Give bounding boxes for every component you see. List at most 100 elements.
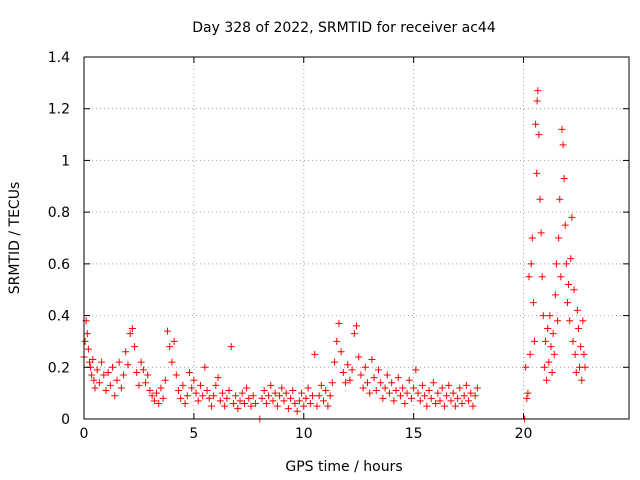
data-point	[100, 371, 108, 379]
data-point	[159, 394, 167, 402]
data-point	[570, 286, 578, 294]
data-point	[122, 348, 130, 356]
data-point	[304, 384, 312, 392]
data-point	[298, 389, 306, 397]
data-point	[407, 394, 415, 402]
data-point	[236, 397, 244, 405]
data-point	[179, 381, 187, 389]
data-point	[218, 389, 226, 397]
data-point	[328, 379, 336, 387]
data-point	[366, 389, 374, 397]
data-point	[109, 363, 117, 371]
data-point	[357, 371, 365, 379]
data-point	[153, 389, 161, 397]
data-point	[177, 394, 185, 402]
data-point	[392, 387, 400, 395]
data-point	[83, 330, 91, 338]
data-point	[458, 399, 466, 407]
data-point	[320, 397, 328, 405]
data-point	[95, 379, 103, 387]
data-point	[547, 343, 555, 351]
data-point	[534, 87, 542, 95]
data-point	[194, 397, 202, 405]
data-point	[168, 358, 176, 366]
data-point	[525, 273, 533, 281]
data-point	[436, 397, 444, 405]
data-point	[207, 402, 215, 410]
data-point	[401, 399, 409, 407]
data-point	[291, 399, 299, 407]
plot-frame	[83, 56, 630, 420]
x-tick-labels: 0 5 10 15 20	[80, 426, 533, 442]
data-point	[350, 330, 358, 338]
data-point	[445, 381, 453, 389]
data-point	[223, 394, 231, 402]
data-point	[374, 366, 382, 374]
data-point	[527, 260, 535, 268]
data-point	[423, 402, 431, 410]
chart-title: Day 328 of 2022, SRMTID for receiver ac4…	[192, 20, 496, 36]
data-point	[342, 379, 350, 387]
data-point	[88, 371, 96, 379]
data-point	[313, 402, 321, 410]
data-point	[146, 387, 154, 395]
data-point	[361, 363, 369, 371]
data-point	[172, 371, 180, 379]
data-point	[440, 402, 448, 410]
x-tick-label: 0	[80, 426, 89, 442]
data-point	[552, 260, 560, 268]
data-point	[89, 356, 97, 364]
data-point	[133, 368, 141, 376]
data-point	[115, 358, 123, 366]
data-point	[243, 384, 251, 392]
data-point	[139, 366, 147, 374]
data-point	[144, 371, 152, 379]
y-tick-labels: 0 0.2 0.4 0.6 0.8 1 1.2 1.4	[48, 50, 70, 428]
data-point	[326, 392, 334, 400]
data-point	[249, 392, 257, 400]
data-point	[98, 358, 106, 366]
data-point	[412, 366, 420, 374]
x-tick-label: 10	[295, 426, 313, 442]
data-point	[102, 387, 110, 395]
data-point	[538, 273, 546, 281]
data-point	[260, 387, 268, 395]
data-points	[80, 87, 589, 423]
data-point	[462, 381, 470, 389]
data-point	[403, 389, 411, 397]
data-point	[232, 392, 240, 400]
data-point	[410, 384, 418, 392]
data-point	[225, 387, 233, 395]
data-point	[185, 368, 193, 376]
data-point	[331, 358, 339, 366]
data-point	[414, 389, 422, 397]
data-point	[90, 376, 98, 384]
data-point	[324, 402, 332, 410]
data-point	[567, 255, 575, 263]
data-point	[106, 381, 114, 389]
data-point	[214, 374, 222, 382]
data-point	[196, 381, 204, 389]
data-point	[267, 381, 275, 389]
data-point	[174, 387, 182, 395]
data-point	[161, 376, 169, 384]
data-point	[425, 387, 433, 395]
data-point	[131, 343, 139, 351]
data-point	[199, 392, 207, 400]
data-point	[536, 195, 544, 203]
data-point	[451, 402, 459, 410]
data-point	[289, 387, 297, 395]
data-point	[399, 384, 407, 392]
data-point	[469, 402, 477, 410]
data-point	[578, 376, 586, 384]
data-point	[460, 392, 468, 400]
data-point	[238, 389, 246, 397]
data-point	[247, 402, 255, 410]
data-point	[449, 389, 457, 397]
y-tick-label: 1.2	[48, 102, 70, 118]
data-point	[287, 394, 295, 402]
data-point	[432, 399, 440, 407]
data-point	[317, 381, 325, 389]
data-point	[383, 371, 391, 379]
data-point	[562, 260, 570, 268]
